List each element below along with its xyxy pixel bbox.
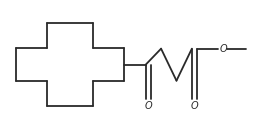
Text: O: O [144, 101, 152, 111]
Text: O: O [191, 101, 198, 111]
Text: O: O [220, 44, 228, 54]
